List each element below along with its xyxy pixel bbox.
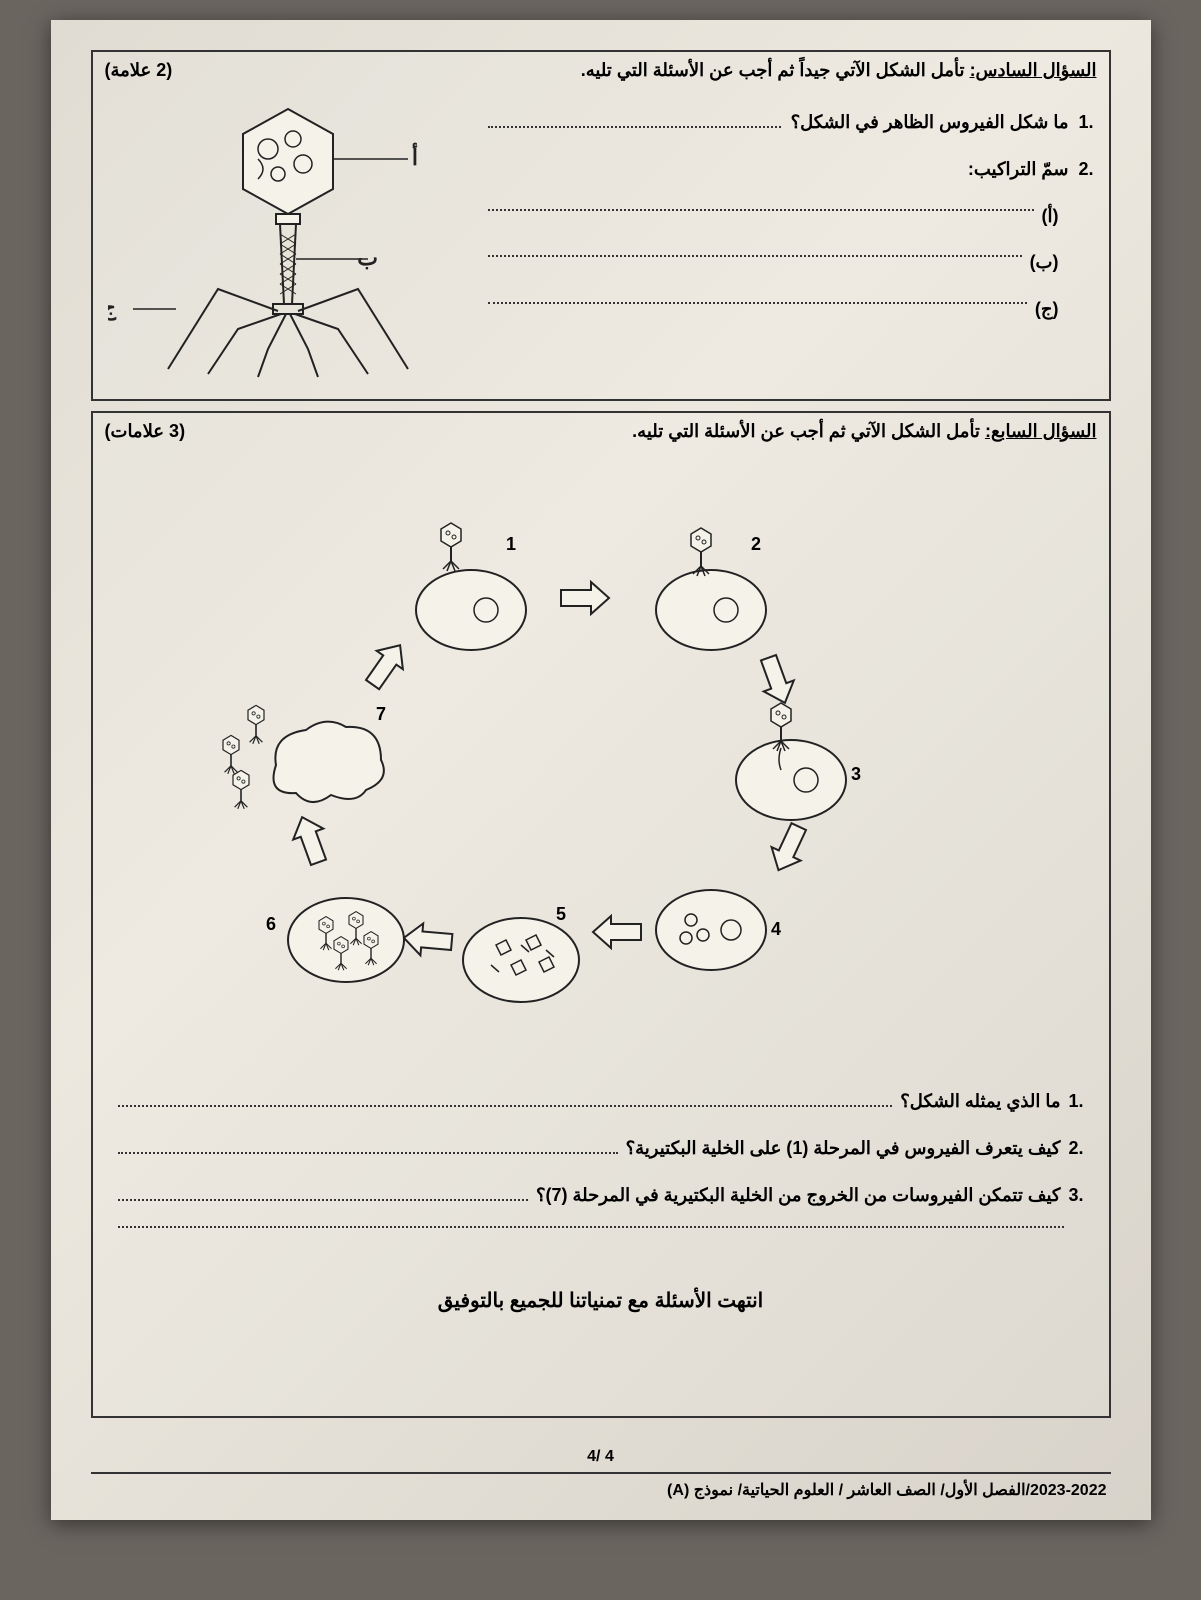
svg-text:4: 4 [770,919,780,939]
svg-text:5: 5 [555,904,565,924]
stage-6: 6 [265,898,403,982]
answer-blank-line[interactable] [118,1226,1064,1228]
svg-text:2: 2 [750,534,760,554]
phage-svg: أ ب ج [108,99,468,379]
answer-blank[interactable] [118,1089,893,1107]
page-number: 4 /4 [91,1448,1111,1466]
q6-n1: .1 [1078,99,1093,146]
q6-text: .1 ما شكل الفيروس الظاهر في الشكل؟ .2 سم… [488,99,1094,379]
question-6-box: السؤال السادس: تأمل الشكل الآتي جيداً ثم… [91,50,1111,401]
q6-label-b: (ب) [1030,239,1059,286]
footer: 2023-2022/الفصل الأول/ الصف العاشر / الع… [91,1474,1111,1500]
answer-blank[interactable] [488,110,781,128]
q6-t2: سمّ التراكيب: [968,146,1069,193]
stage-2: 2 [656,528,766,650]
svg-text:6: 6 [265,914,275,934]
question-7-box: السؤال السابع: تأمل الشكل الآتي ثم أجب ع… [91,411,1111,1418]
answer-blank[interactable] [118,1136,618,1154]
exam-page: السؤال السادس: تأمل الشكل الآتي جيداً ثم… [51,20,1151,1520]
q7-q3: .3 كيف تتمكن الفيروسات من الخروج من الخل… [118,1174,1084,1217]
q7-n2: .2 [1068,1127,1083,1170]
q6-n2: .2 [1078,146,1093,193]
stage-3: 3 [736,703,861,820]
closing-text: انتهت الأسئلة مع تمنياتنا للجميع بالتوفي… [108,1288,1094,1313]
stage-4: 4 [656,890,781,970]
q7-body: 1 2 3 [93,450,1109,1383]
q6-title-prefix: السؤال السادس: [970,60,1097,80]
phage-label-b: ب [357,245,378,270]
q7-n1: .1 [1068,1080,1083,1123]
answer-blank[interactable] [488,239,1022,257]
q6-label-a: (أ) [1042,193,1059,240]
q7-marks: (3 علامات) [105,421,186,442]
q6-t1: ما شكل الفيروس الظاهر في الشكل؟ [791,99,1069,146]
q7-header: السؤال السابع: تأمل الشكل الآتي ثم أجب ع… [93,413,1109,450]
q6-marks: (2 علامة) [105,60,173,81]
q7-q2: .2 كيف يتعرف الفيروس في المرحلة (1) على … [118,1127,1084,1170]
answer-blank[interactable] [488,286,1027,304]
phage-label-c: ج [108,295,117,321]
lytic-cycle-diagram: 1 2 3 [108,480,1094,1040]
answer-blank[interactable] [118,1183,528,1201]
footer-right: 2023-2022/الفصل الأول/ الصف العاشر / الع… [667,1480,1106,1500]
q6-header: السؤال السادس: تأمل الشكل الآتي جيداً ثم… [93,52,1109,89]
q7-questions: .1 ما الذي يمثله الشكل؟ .2 كيف يتعرف الف… [108,1080,1094,1228]
q6-sub-b: (ب) [488,239,1094,286]
bacteriophage-diagram: أ ب ج [108,99,468,379]
q7-n3: .3 [1068,1174,1083,1217]
q6-title-text: تأمل الشكل الآتي جيداً ثم أجب عن الأسئلة… [581,60,965,80]
q6-body: .1 ما شكل الفيروس الظاهر في الشكل؟ .2 سم… [93,89,1109,399]
svg-text:1: 1 [505,534,515,554]
q7-title-text: تأمل الشكل الآتي ثم أجب عن الأسئلة التي … [632,421,980,441]
q7-title-prefix: السؤال السابع: [985,421,1097,441]
stage-1: 1 [416,523,526,650]
stage-5: 5 [463,904,579,1002]
q7-t2: كيف يتعرف الفيروس في المرحلة (1) على الخ… [626,1127,1061,1170]
q7-t3: كيف تتمكن الفيروسات من الخروج من الخلية … [536,1174,1061,1217]
answer-blank[interactable] [488,193,1034,211]
q6-sub-c: (ج) [488,286,1094,333]
svg-text:7: 7 [375,704,385,724]
q6-item-1: .1 ما شكل الفيروس الظاهر في الشكل؟ [488,99,1094,146]
q6-title: السؤال السادس: تأمل الشكل الآتي جيداً ثم… [581,60,1097,81]
phage-label-a: أ [411,142,417,170]
q6-sub-a: (أ) [488,193,1094,240]
q6-item-2: .2 سمّ التراكيب: [488,146,1094,193]
stage-7: 7 [223,704,386,809]
q7-q1: .1 ما الذي يمثله الشكل؟ [118,1080,1084,1123]
q7-t1: ما الذي يمثله الشكل؟ [900,1080,1060,1123]
q6-label-c: (ج) [1035,286,1059,333]
q7-title: السؤال السابع: تأمل الشكل الآتي ثم أجب ع… [632,421,1096,442]
svg-text:3: 3 [850,764,860,784]
